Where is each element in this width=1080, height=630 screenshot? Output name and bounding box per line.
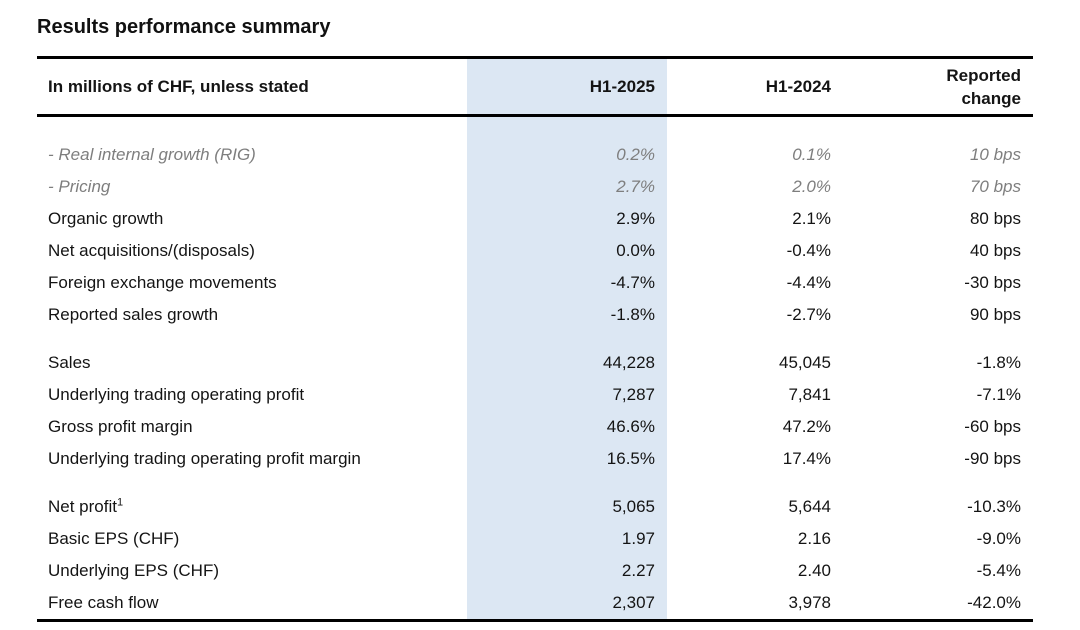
table-row: Net acquisitions/(disposals) 0.0% -0.4% … (37, 235, 1033, 267)
value-reported-change: -60 bps (964, 417, 1021, 436)
eps-cashflow-section: Net profit1 5,065 5,644 -10.3% Basic EPS… (37, 491, 1033, 619)
value-h1-2025: 2.27 (621, 561, 655, 580)
value-h1-2024: 3,978 (788, 593, 831, 612)
value-h1-2025: 5,065 (612, 497, 655, 516)
table-row: - Pricing 2.7% 2.0% 70 bps (37, 171, 1033, 203)
value-reported-change: 40 bps (969, 241, 1021, 260)
value-h1-2024: 2.0% (792, 177, 831, 196)
value-h1-2025: 2.9% (616, 209, 655, 228)
table-header-row: In millions of CHF, unless stated H1-202… (37, 59, 1033, 117)
value-h1-2025: 44,228 (603, 353, 655, 372)
table-row: Organic growth 2.9% 2.1% 80 bps (37, 203, 1033, 235)
row-label: Basic EPS (CHF) (48, 529, 180, 548)
table-row: Underlying EPS (CHF) 2.27 2.40 -5.4% (37, 555, 1033, 587)
table-row: Free cash flow 2,307 3,978 -42.0% (37, 587, 1033, 619)
table-row: Net profit1 5,065 5,644 -10.3% (37, 491, 1033, 523)
unit-header: In millions of CHF, unless stated (48, 77, 309, 96)
row-label: Organic growth (48, 209, 164, 228)
value-reported-change: -1.8% (976, 353, 1021, 372)
value-reported-change: -42.0% (967, 593, 1021, 612)
table-row: Gross profit margin 46.6% 47.2% -60 bps (37, 411, 1033, 443)
value-reported-change: -5.4% (976, 561, 1021, 580)
row-label-text: Net profit (48, 497, 117, 516)
value-h1-2024: 7,841 (788, 385, 831, 404)
row-label: - Real internal growth (RIG) (48, 145, 256, 164)
value-reported-change: 80 bps (969, 209, 1021, 228)
column-header-h1-2025: H1-2025 (589, 77, 655, 96)
value-h1-2025: -4.7% (610, 273, 655, 292)
row-label: Net acquisitions/(disposals) (48, 241, 255, 260)
h1-2025-highlight-band (467, 59, 667, 619)
value-reported-change: 10 bps (969, 145, 1021, 164)
value-h1-2024: 47.2% (782, 417, 831, 436)
value-reported-change: 90 bps (969, 305, 1021, 324)
value-h1-2024: 2.16 (797, 529, 831, 548)
value-reported-change: -7.1% (976, 385, 1021, 404)
value-h1-2025: 2.7% (616, 177, 655, 196)
value-h1-2025: 46.6% (606, 417, 655, 436)
profit-section: Sales 44,228 45,045 -1.8% Underlying tra… (37, 347, 1033, 475)
results-table: In millions of CHF, unless stated H1-202… (37, 56, 1033, 622)
column-header-reported-change: Reported change (946, 65, 1021, 108)
table-row: - Real internal growth (RIG) 0.2% 0.1% 1… (37, 139, 1033, 171)
value-h1-2024: -0.4% (786, 241, 831, 260)
value-h1-2024: 45,045 (779, 353, 831, 372)
row-label: Reported sales growth (48, 305, 219, 324)
value-h1-2024: -4.4% (786, 273, 831, 292)
table-row: Foreign exchange movements -4.7% -4.4% -… (37, 267, 1033, 299)
value-h1-2025: 0.2% (616, 145, 655, 164)
table-row: Basic EPS (CHF) 1.97 2.16 -9.0% (37, 523, 1033, 555)
row-label: Underlying EPS (CHF) (48, 561, 219, 580)
table-row: Reported sales growth -1.8% -2.7% 90 bps (37, 299, 1033, 331)
value-h1-2025: 2,307 (612, 593, 655, 612)
column-header-h1-2024: H1-2024 (765, 77, 831, 96)
value-h1-2025: 16.5% (606, 449, 655, 468)
value-h1-2024: 2.40 (797, 561, 831, 580)
footnote-marker: 1 (116, 496, 124, 509)
table-body: - Real internal growth (RIG) 0.2% 0.1% 1… (37, 117, 1033, 619)
value-h1-2025: 0.0% (616, 241, 655, 260)
value-reported-change: -10.3% (967, 497, 1021, 516)
row-label: Free cash flow (48, 593, 159, 612)
value-reported-change: -30 bps (964, 273, 1021, 292)
table-row: Underlying trading operating profit 7,28… (37, 379, 1033, 411)
value-h1-2025: 1.97 (621, 529, 655, 548)
value-h1-2025: 7,287 (612, 385, 655, 404)
row-label: Sales (48, 353, 91, 372)
row-label: Underlying trading operating profit (48, 385, 305, 404)
value-h1-2024: 17.4% (782, 449, 831, 468)
value-reported-change: -9.0% (976, 529, 1021, 548)
value-h1-2024: 2.1% (792, 209, 831, 228)
value-h1-2025: -1.8% (610, 305, 655, 324)
value-reported-change: 70 bps (969, 177, 1021, 196)
row-label: Underlying trading operating profit marg… (48, 449, 361, 468)
table-row: Sales 44,228 45,045 -1.8% (37, 347, 1033, 379)
row-label: Foreign exchange movements (48, 273, 277, 292)
row-label: Net profit1 (37, 497, 467, 517)
table-row: Underlying trading operating profit marg… (37, 443, 1033, 475)
value-h1-2024: 5,644 (788, 497, 831, 516)
growth-section: - Real internal growth (RIG) 0.2% 0.1% 1… (37, 139, 1033, 331)
value-reported-change: -90 bps (964, 449, 1021, 468)
value-h1-2024: 0.1% (792, 145, 831, 164)
row-label: - Pricing (48, 177, 111, 196)
value-h1-2024: -2.7% (786, 305, 831, 324)
row-label: Gross profit margin (48, 417, 193, 436)
page-title: Results performance summary (37, 16, 331, 38)
